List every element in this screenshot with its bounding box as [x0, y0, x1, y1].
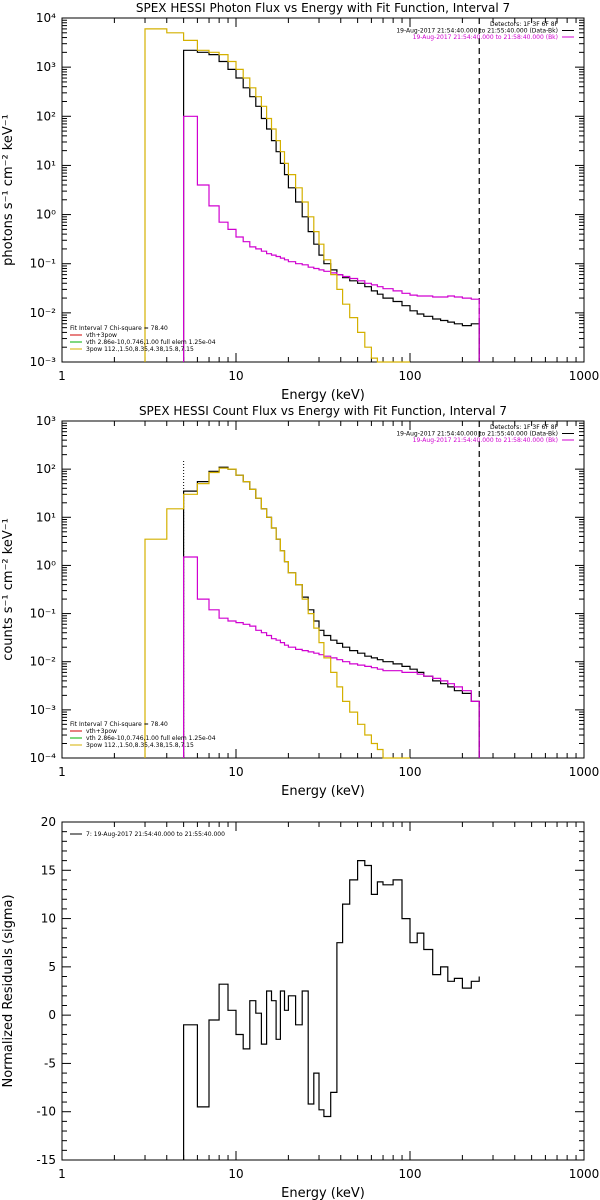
- plot-frame: [61, 17, 585, 363]
- series-3pow-line: [144, 467, 410, 759]
- legend-entry: 3pow 112.,1.50,8.35,4.38,15.8,7.15: [86, 742, 194, 749]
- x-tick-label: 1: [58, 1167, 66, 1181]
- y-tick-label: 15: [41, 863, 56, 877]
- x-axis-label: Energy (keV): [281, 784, 365, 799]
- legend-entry: vth 2.86e-10,0.746,1.00 full elem 1.25e-…: [86, 735, 216, 742]
- y-tick-label: 10³: [36, 414, 56, 428]
- y-tick-label: 10¹: [36, 510, 56, 524]
- y-tick-label: 10¹: [36, 158, 56, 172]
- header-line: 19-Aug-2017 21:54:40.000 to 21:55:40.000…: [396, 431, 558, 438]
- y-tick-label: 10: [41, 912, 56, 926]
- y-axis-label: Normalized Residuals (sigma): [1, 894, 16, 1087]
- legend-entry: 3pow 112.,1.50,8.35,4.38,15.8,7.15: [86, 346, 194, 353]
- y-tick-label: 10⁻²: [30, 306, 57, 320]
- x-axis-label: Energy (keV): [281, 388, 365, 403]
- legend-entry: vth 2.86e-10,0.746,1.00 full elem 1.25e-…: [86, 339, 216, 346]
- chart-title: SPEX HESSI Count Flux vs Energy with Fit…: [139, 404, 507, 418]
- header-line: 19-Aug-2017 21:54:40.000 to 21:58:40.000…: [413, 34, 558, 41]
- header-line: Detectors: 1F 3F 6F 8F: [490, 424, 559, 431]
- y-tick-label: -15: [36, 1153, 56, 1167]
- y-tick-label: 20: [41, 815, 56, 829]
- y-tick-label: 10²: [36, 462, 56, 476]
- x-tick-label: 10: [228, 369, 243, 383]
- header-line: 19-Aug-2017 21:54:40.000 to 21:58:40.000…: [413, 437, 558, 444]
- y-tick-label: 10⁻³: [30, 703, 57, 717]
- chart-title: SPEX HESSI Photon Flux vs Energy with Fi…: [136, 1, 510, 15]
- y-tick-label: 10⁻¹: [30, 607, 57, 621]
- legend-entry: vth+3pow: [86, 332, 117, 339]
- x-tick-label: 10: [228, 1167, 243, 1181]
- y-tick-label: 10²: [36, 109, 56, 123]
- y-tick-label: 0: [48, 1008, 56, 1022]
- series-data-bk-line: [183, 466, 480, 758]
- x-tick-label: 100: [399, 369, 422, 383]
- series-bk-line: [183, 115, 480, 362]
- legend-entry: vth+3pow: [86, 728, 117, 735]
- y-tick-label: 10⁻²: [30, 655, 57, 669]
- y-tick-label: 10⁰: [36, 558, 56, 572]
- header-line: 19-Aug-2017 21:54:40.000 to 21:55:40.000…: [396, 28, 558, 35]
- x-tick-label: 1000: [569, 369, 600, 383]
- legend-entry: Fit Interval 7 Chi-square = 78.40: [70, 325, 168, 332]
- y-tick-label: 10⁻¹: [30, 257, 57, 271]
- y-tick-label: 10⁴: [36, 11, 56, 25]
- legend-entry: 7: 19-Aug-2017 21:54:40.000 to 21:55:40.…: [86, 831, 225, 838]
- plot-frame: [61, 821, 585, 1161]
- x-tick-label: 100: [399, 1167, 422, 1181]
- y-tick-label: -10: [36, 1105, 56, 1119]
- y-tick-label: 10⁰: [36, 208, 56, 222]
- y-axis-label: counts s⁻¹ cm⁻² keV⁻¹: [1, 518, 16, 661]
- x-tick-label: 1000: [569, 1167, 600, 1181]
- x-tick-label: 1: [58, 765, 66, 779]
- x-tick-label: 10: [228, 765, 243, 779]
- plot-frame: [61, 420, 585, 759]
- y-tick-label: 10⁻³: [30, 355, 57, 369]
- x-tick-label: 1: [58, 369, 66, 383]
- series-7-19-aug-2017-21-54-40-0-line: [183, 860, 480, 1160]
- header-line: Detectors: 1F 3F 6F 8F: [490, 21, 559, 28]
- series-data-bk-line: [183, 49, 480, 362]
- y-tick-label: 10⁻⁴: [30, 751, 57, 765]
- y-tick-label: -5: [44, 1056, 56, 1070]
- y-tick-label: 5: [48, 960, 56, 974]
- x-axis-label: Energy (keV): [281, 1186, 365, 1200]
- y-axis-label: photons s⁻¹ cm⁻² keV⁻¹: [1, 114, 16, 266]
- legend-entry: Fit Interval 7 Chi-square = 78.40: [70, 721, 168, 728]
- series-3pow-line: [144, 28, 410, 363]
- series-bk-line: [183, 556, 480, 758]
- x-tick-label: 100: [399, 765, 422, 779]
- x-tick-label: 1000: [569, 765, 600, 779]
- y-tick-label: 10³: [36, 60, 56, 74]
